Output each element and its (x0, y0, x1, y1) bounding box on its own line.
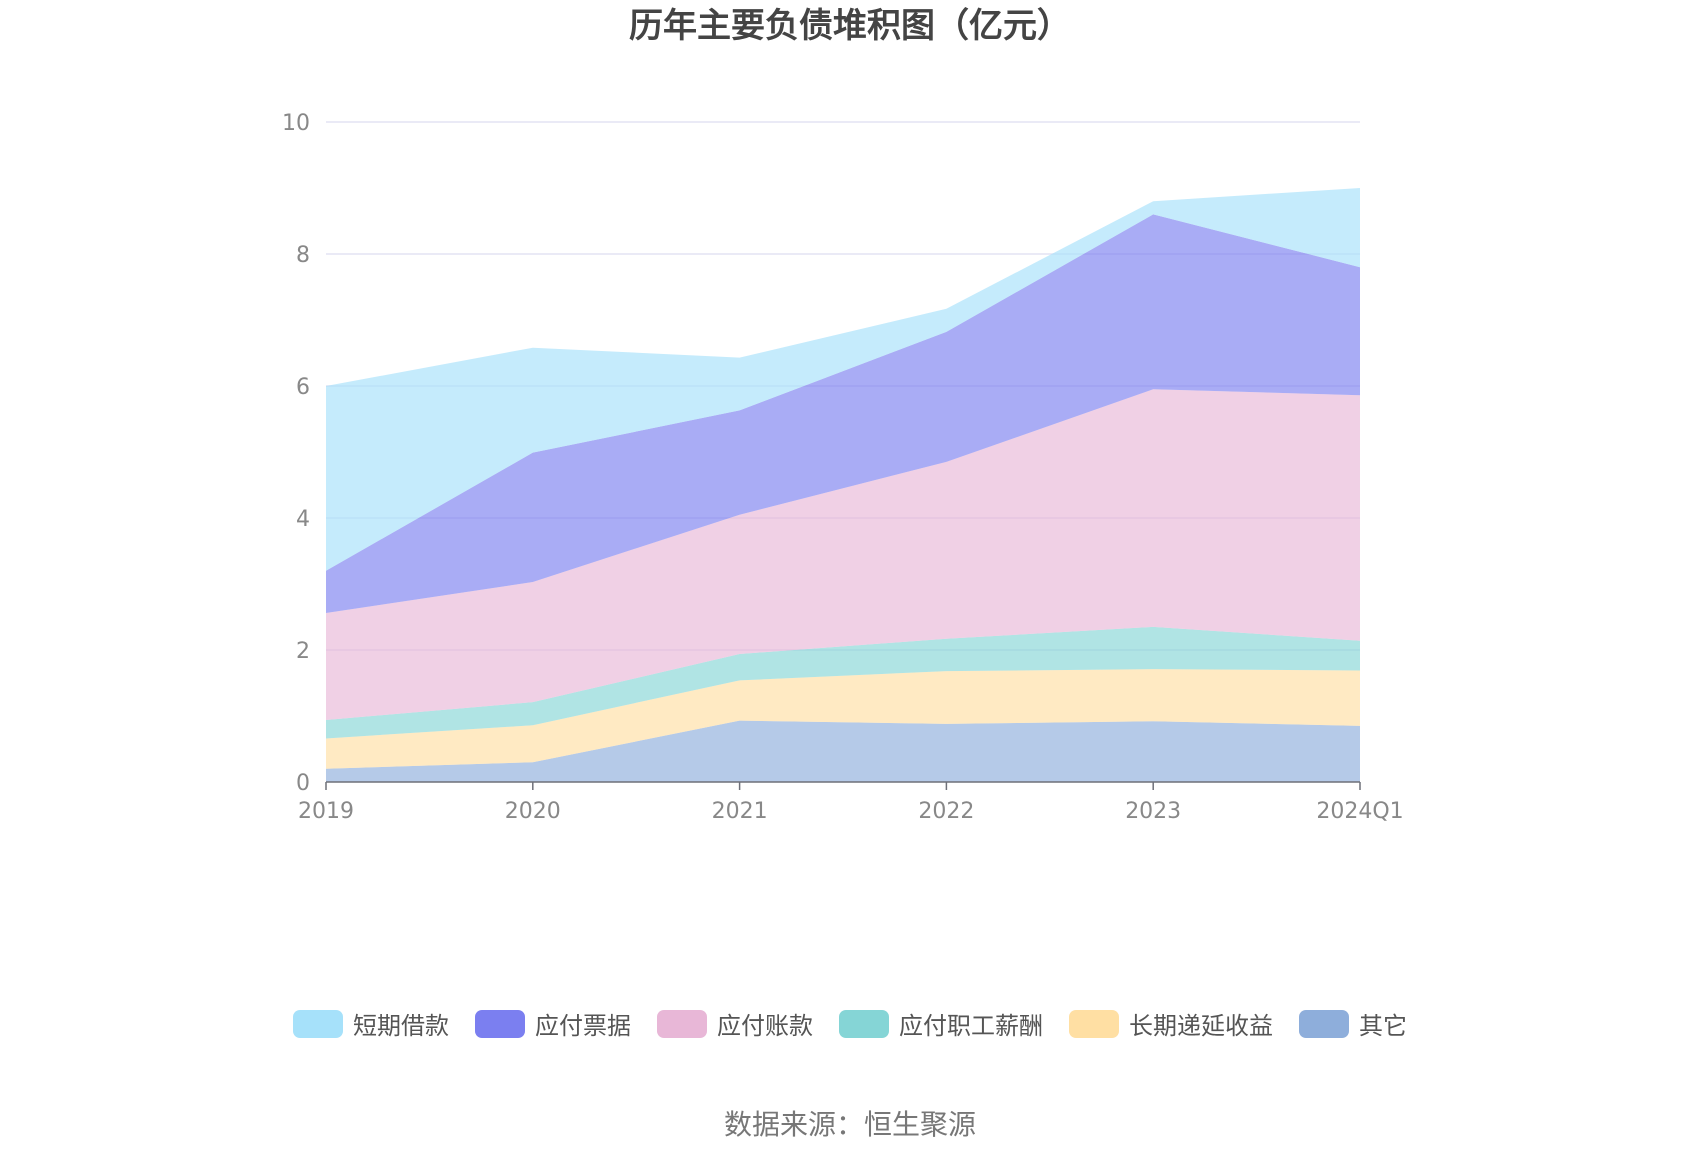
legend-item-4[interactable]: 长期递延收益 (1069, 1006, 1273, 1041)
legend-item-1[interactable]: 应付票据 (475, 1006, 631, 1041)
area-series-5 (326, 188, 1360, 571)
area-layer (326, 188, 1360, 782)
x-tick-label-0: 2019 (298, 799, 354, 824)
area-series-3 (326, 389, 1360, 720)
y-tick-label-4: 4 (296, 507, 310, 532)
x-tick-label-3: 2022 (918, 799, 974, 824)
area-series-2 (326, 626, 1360, 739)
area-series-4 (326, 214, 1360, 614)
legend-item-0[interactable]: 短期借款 (293, 1006, 449, 1041)
legend-label: 其它 (1359, 1012, 1407, 1040)
legend-swatch (293, 1009, 343, 1038)
axis-layer: 0 2 4 6 8 10 2019 2020 2021 2022 2023 2024Q1 (282, 111, 1404, 824)
legend-swatch (1069, 1009, 1119, 1038)
legend-label: 应付职工薪酬 (899, 1012, 1043, 1040)
legend-label: 长期递延收益 (1129, 1012, 1273, 1040)
legend-item-3[interactable]: 应付职工薪酬 (839, 1006, 1043, 1041)
y-tick-label-0: 0 (296, 771, 310, 796)
x-tick-label-1: 2020 (505, 799, 561, 824)
legend-item-2[interactable]: 应付账款 (657, 1006, 813, 1041)
x-tick-label-2: 2021 (712, 799, 768, 824)
y-tick-label-6: 6 (296, 375, 310, 400)
y-tick-label-8: 8 (296, 243, 310, 268)
legend-swatch (839, 1009, 889, 1038)
y-tick-label-10: 10 (282, 111, 310, 136)
legend-item-5[interactable]: 其它 (1299, 1006, 1407, 1041)
legend-label: 应付账款 (717, 1012, 813, 1040)
x-tick-label-4: 2023 (1125, 799, 1181, 824)
legend: 短期借款 应付票据 应付账款 应付职工薪酬 长期递延收益 其它 (0, 1006, 1700, 1041)
area-series-1 (326, 669, 1360, 769)
data-source-note: 数据来源：恒生聚源 (723, 1108, 976, 1141)
legend-swatch (657, 1009, 707, 1038)
chart-title: 历年主要负债堆积图（亿元） (629, 6, 1071, 46)
area-series-0 (326, 720, 1360, 782)
legend-swatch (475, 1009, 525, 1038)
legend-swatch (1299, 1009, 1349, 1038)
legend-label: 短期借款 (353, 1012, 449, 1040)
y-tick-label-2: 2 (296, 639, 310, 664)
x-tick-label-5: 2024Q1 (1316, 799, 1403, 824)
legend-label: 应付票据 (535, 1012, 631, 1040)
